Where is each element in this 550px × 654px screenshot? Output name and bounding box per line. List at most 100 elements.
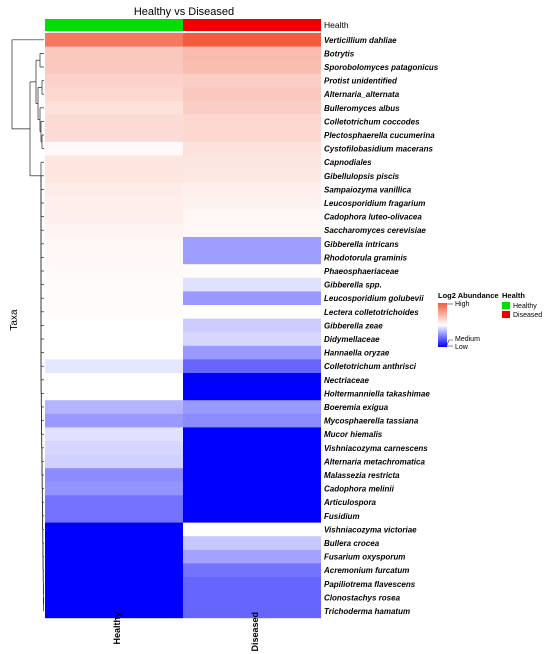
heatmap-cell xyxy=(45,33,183,47)
heatmap-cell xyxy=(183,291,321,306)
heatmap-cell xyxy=(45,223,183,238)
color-scale-tick-medium xyxy=(446,339,453,346)
heatmap-cell xyxy=(183,373,321,387)
row-label: Plectosphaerella cucumerina xyxy=(324,131,435,140)
heatmap-cell xyxy=(183,563,321,578)
heatmap-cell xyxy=(183,46,321,61)
heatmap-cell xyxy=(45,427,183,442)
heatmap-cell xyxy=(183,182,321,197)
heatmap-cell xyxy=(183,359,321,374)
heatmap-cell xyxy=(183,536,321,551)
heatmap-cell xyxy=(45,318,183,333)
heatmap-cell xyxy=(45,250,183,265)
row-label: Cadophora melinii xyxy=(324,485,395,494)
heatmap-cell xyxy=(45,441,183,455)
heatmap-cell xyxy=(183,549,321,564)
column-label: Healthy xyxy=(112,612,122,645)
color-scale-bar xyxy=(438,303,447,347)
heatmap-cell xyxy=(45,563,183,578)
heatmap-cell xyxy=(45,345,183,360)
heatmap-cell xyxy=(45,536,183,551)
heatmap-cell xyxy=(183,468,321,483)
heatmap-cell xyxy=(45,604,183,619)
heatmap-cell xyxy=(45,590,183,605)
heatmap-cell xyxy=(45,101,183,115)
heatmap-cell xyxy=(183,577,321,591)
heatmap-cell xyxy=(183,237,321,251)
heatmap-cell xyxy=(183,454,321,469)
heatmap-cell xyxy=(183,169,321,183)
row-label: Trichoderma hamatum xyxy=(324,607,410,616)
legend-swatch-diseased xyxy=(502,311,510,318)
health-legend-title: Health xyxy=(502,291,525,300)
row-label: Malassezia restricta xyxy=(324,471,400,480)
heatmap-cell xyxy=(45,182,183,197)
row-label: Leucosporidium golubevii xyxy=(324,294,424,303)
heatmap-cell xyxy=(183,264,321,279)
heatmap-cell xyxy=(45,373,183,387)
heatmap-cell xyxy=(45,305,183,319)
row-label: Mucor hiemalis xyxy=(324,430,383,439)
row-label: Sporobolomyces patagonicus xyxy=(324,63,439,72)
heatmap-cell xyxy=(45,332,183,347)
row-label: Protist unidentified xyxy=(324,77,398,86)
row-label: Colletotrichum anthrisci xyxy=(324,362,417,371)
annotation-bar-label: Health xyxy=(324,20,349,30)
row-label: Didymellaceae xyxy=(324,335,380,344)
heatmap-cell xyxy=(183,209,321,224)
heatmap-cell xyxy=(183,413,321,428)
row-label: Acremonium furcatum xyxy=(323,566,409,575)
heatmap-cell xyxy=(183,481,321,496)
row-label: Lectera colletotrichoides xyxy=(324,308,419,317)
heatmap-cell xyxy=(45,468,183,483)
heatmap-cell xyxy=(45,454,183,469)
heatmap-cell xyxy=(183,386,321,401)
row-label: Leucosporidium fragarium xyxy=(324,199,425,208)
chart-title: Healthy vs Diseased xyxy=(134,6,234,18)
color-scale-medium-label: Medium xyxy=(455,336,480,343)
heatmap-cell xyxy=(45,237,183,251)
heatmap-cells xyxy=(45,33,321,619)
row-label: Vishniacozyma carnescens xyxy=(324,444,428,453)
row-label: Articulospora xyxy=(323,498,377,507)
row-label: Gibberella zeae xyxy=(324,321,383,330)
row-label: Bulleromyces albus xyxy=(324,104,400,113)
row-label: Saccharomyces cerevisiae xyxy=(324,226,426,235)
heatmap-cell xyxy=(45,73,183,88)
row-label: Sampaiozyma vanillica xyxy=(324,185,412,194)
heatmap-cell xyxy=(45,522,183,537)
heatmap-cell xyxy=(45,359,183,374)
row-label: Rhodotorula graminis xyxy=(324,253,408,262)
row-label: Vishniacozyma victoriae xyxy=(324,525,417,534)
row-label: Nectriaceae xyxy=(324,376,369,385)
heatmap-cell xyxy=(183,427,321,442)
row-label: Papiliotrema flavescens xyxy=(324,580,416,589)
heatmap-cell xyxy=(183,400,321,415)
row-label: Bullera crocea xyxy=(324,539,380,548)
heatmap-cell xyxy=(45,549,183,564)
row-label: Hannaella oryzae xyxy=(324,349,390,358)
heatmap-cell xyxy=(183,345,321,360)
heatmap-cell xyxy=(45,509,183,523)
heatmap-cell xyxy=(183,441,321,455)
row-label: Gibellulopsis piscis xyxy=(324,172,400,181)
color-scale-high-label: High xyxy=(455,301,470,308)
heatmap-cell xyxy=(45,209,183,224)
annotation-cell-diseased xyxy=(183,19,321,31)
heatmap-cell xyxy=(183,604,321,619)
heatmap-cell xyxy=(45,114,183,129)
heatmap-cell xyxy=(45,46,183,61)
row-label: Holtermanniella takashimae xyxy=(324,389,430,398)
row-label: Fusidium xyxy=(324,512,360,521)
row-label: Mycosphaerella tassiana xyxy=(324,417,419,426)
heatmap-cell xyxy=(45,481,183,496)
row-label: Fusarium oxysporum xyxy=(324,553,405,562)
heatmap-cell xyxy=(45,495,183,510)
heatmap-cell xyxy=(45,277,183,292)
heatmap-cell xyxy=(183,522,321,537)
heatmap-cell xyxy=(45,169,183,183)
heatmap-cell xyxy=(45,60,183,75)
heatmap-cell xyxy=(45,413,183,428)
row-label: Cadophora luteo-olivacea xyxy=(324,213,422,222)
